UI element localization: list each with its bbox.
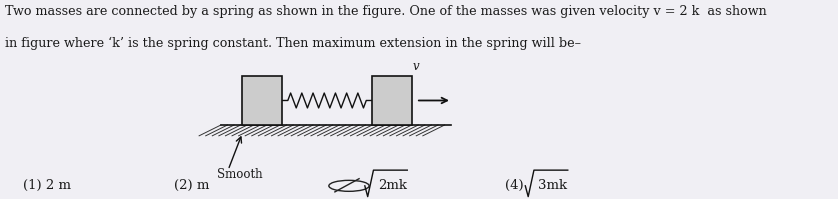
Text: in figure where ‘k’ is the spring constant. Then maximum extension in the spring: in figure where ‘k’ is the spring consta… [5,37,581,50]
Text: 3mk: 3mk [538,179,567,192]
Bar [372,76,411,125]
Text: Two masses are connected by a spring as shown in the figure. One of the masses w: Two masses are connected by a spring as … [5,5,767,18]
Text: (2) m: (2) m [174,179,210,192]
Text: m: m [256,94,268,107]
Text: v: v [412,60,419,73]
Text: m: m [386,94,397,107]
Text: Smooth: Smooth [217,168,263,181]
Text: 2mk: 2mk [378,179,406,192]
Text: (1) 2 m: (1) 2 m [23,179,71,192]
Text: (4): (4) [505,179,524,192]
Bar [242,76,282,125]
